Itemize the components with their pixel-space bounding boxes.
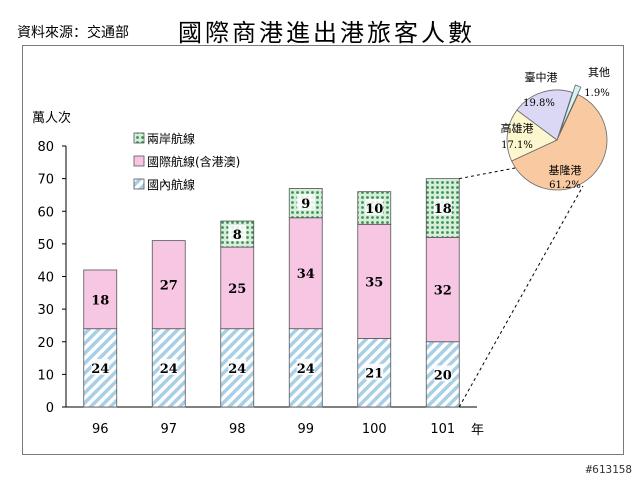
y-tick-label: 50: [37, 238, 54, 253]
bar-segment-international: [425, 236, 460, 343]
y-tick-label: 10: [37, 368, 54, 383]
x-tick-label: 97: [160, 422, 177, 437]
pie-slice-other-percent: 1.9%: [584, 88, 609, 99]
pie-slice-keelung: [511, 94, 608, 191]
data-label-bg: [91, 358, 110, 375]
data-label-bg: [228, 225, 247, 242]
data-label-bg: [365, 363, 384, 380]
data-label: 35: [365, 275, 383, 290]
y-tick-label: 70: [37, 173, 54, 188]
bar-segment-international: [220, 246, 255, 330]
legend-cross-strait-label: 兩岸航線: [147, 131, 195, 146]
data-label-bg: [296, 194, 315, 211]
source-note: 資料來源：交通部: [17, 25, 129, 41]
data-label-bg: [159, 358, 178, 375]
x-tick-label: 100: [362, 422, 387, 437]
y-axis-label: 萬人次: [32, 110, 71, 126]
data-label: 18: [91, 293, 109, 308]
data-label-bg: [433, 365, 452, 382]
x-tick-label: 98: [229, 422, 246, 437]
pie-slice-keelung-percent: 61.2%: [549, 180, 581, 191]
pie-slice-keelung-label: 基隆港: [549, 163, 582, 177]
bar-segment-international: [357, 223, 392, 339]
bar-segment-cross-strait: [288, 188, 323, 219]
data-label: 18: [434, 202, 452, 217]
data-label-bg: [296, 358, 315, 375]
data-label: 27: [160, 279, 178, 294]
legend-international-swatch: [133, 155, 145, 167]
data-label: 24: [297, 362, 315, 377]
x-tick-label: 101: [430, 422, 455, 437]
data-label: 24: [160, 362, 178, 377]
y-tick-label: 80: [37, 140, 54, 155]
legend-international-label: 國際航線(含港澳): [147, 154, 240, 169]
data-label: 8: [233, 228, 242, 243]
pie-slice-kaohsiung-label: 高雄港: [501, 121, 534, 135]
y-tick-label: 20: [37, 336, 54, 351]
data-label: 25: [228, 282, 246, 297]
data-label: 10: [365, 202, 383, 217]
connector-line-top: [459, 167, 516, 180]
y-tick-label: 30: [37, 303, 54, 318]
pie-slice-kaohsiung: [506, 109, 558, 162]
pie-slice-taichung: [516, 89, 573, 141]
pie-slice-other: [559, 84, 582, 133]
pie-slice-taichung-label: 臺中港: [525, 70, 558, 84]
y-tick-label: 60: [37, 205, 54, 220]
data-label-bg: [365, 198, 384, 215]
legend-cross-strait-swatch: [133, 132, 145, 144]
data-label: 9: [301, 197, 310, 212]
chart-frame: [22, 45, 624, 455]
y-tick-label: 0: [46, 401, 54, 416]
image-id-watermark: #613158: [585, 463, 632, 476]
y-tick-label: 40: [37, 271, 54, 286]
legend-domestic-swatch: [133, 178, 145, 190]
pie-slice-kaohsiung-percent: 17.1%: [501, 140, 533, 151]
data-label: 32: [434, 284, 452, 299]
data-label: 24: [228, 362, 246, 377]
bar-segment-international: [151, 240, 186, 330]
data-label-bg: [228, 358, 247, 375]
data-label-bg: [433, 198, 452, 215]
data-label: 34: [297, 267, 315, 282]
bar-segment-international: [288, 217, 323, 330]
chart-title: 國際商港進出港旅客人數: [178, 19, 475, 47]
bar-segment-international: [83, 269, 118, 330]
pie-slice-taichung-percent: 19.8%: [523, 98, 555, 109]
x-tick-label: 99: [297, 422, 314, 437]
data-label: 24: [91, 362, 109, 377]
x-axis-label: 年: [471, 423, 484, 438]
data-label: 20: [434, 368, 452, 383]
data-label: 21: [365, 367, 383, 382]
connector-line-bottom: [458, 185, 584, 408]
pie-slice-other-label: 其他: [588, 66, 610, 79]
x-tick-label: 96: [92, 422, 109, 437]
legend-domestic-label: 國內航線: [147, 177, 195, 192]
